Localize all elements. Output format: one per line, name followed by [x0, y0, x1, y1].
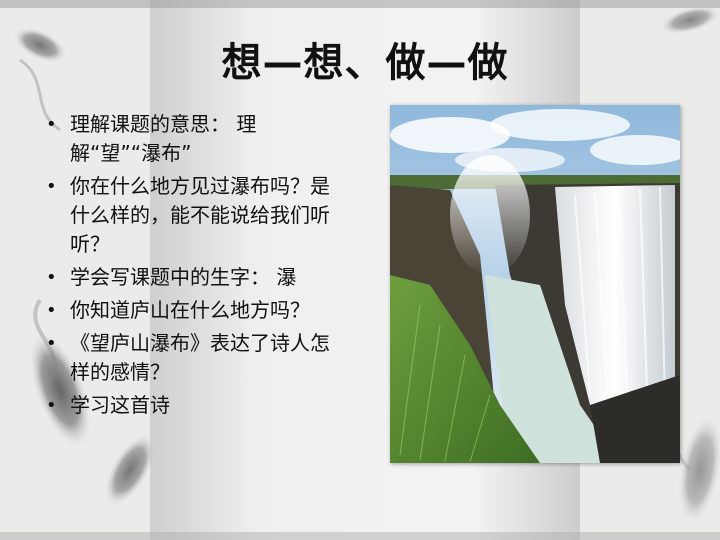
bullet-item: • 理解课题的意思： 理解“望”“瀑布” [46, 110, 346, 168]
bullet-item: • 学会写课题中的生字： 瀑 [46, 263, 346, 292]
bullet-text: 理解课题的意思： 理解“望”“瀑布” [70, 112, 257, 165]
bullet-dot: • [46, 114, 57, 135]
bullet-text: 《望庐山瀑布》表达了诗人怎样的感情？ [70, 331, 330, 384]
bullet-text: 你在什么地方见过瀑布吗？是什么样的，能不能说给我们听听？ [70, 174, 330, 256]
bullet-dot: • [46, 300, 57, 321]
bullet-text: 你知道庐山在什么地方吗？ [70, 298, 310, 322]
bullet-text: 学会写课题中的生字： 瀑 [70, 265, 297, 289]
bullet-item: • 学习这首诗 [46, 391, 346, 420]
waterfall-photo [390, 105, 680, 463]
bullet-item: • 《望庐山瀑布》表达了诗人怎样的感情？ [46, 329, 346, 387]
bullet-item: • 你知道庐山在什么地方吗？ [46, 296, 346, 325]
slide-title: 想—想、做—做 [221, 40, 509, 86]
waterfall-illustration [390, 105, 680, 463]
bullet-dot: • [46, 176, 57, 197]
bullet-dot: • [46, 267, 57, 288]
bullet-dot: • [46, 333, 57, 354]
bullet-item: • 你在什么地方见过瀑布吗？是什么样的，能不能说给我们听听？ [46, 172, 346, 259]
bullet-list: • 理解课题的意思： 理解“望”“瀑布” • 你在什么地方见过瀑布吗？是什么样的，能… [46, 110, 346, 424]
bullet-dot: • [46, 395, 57, 416]
bullet-text: 学习这首诗 [70, 393, 170, 417]
